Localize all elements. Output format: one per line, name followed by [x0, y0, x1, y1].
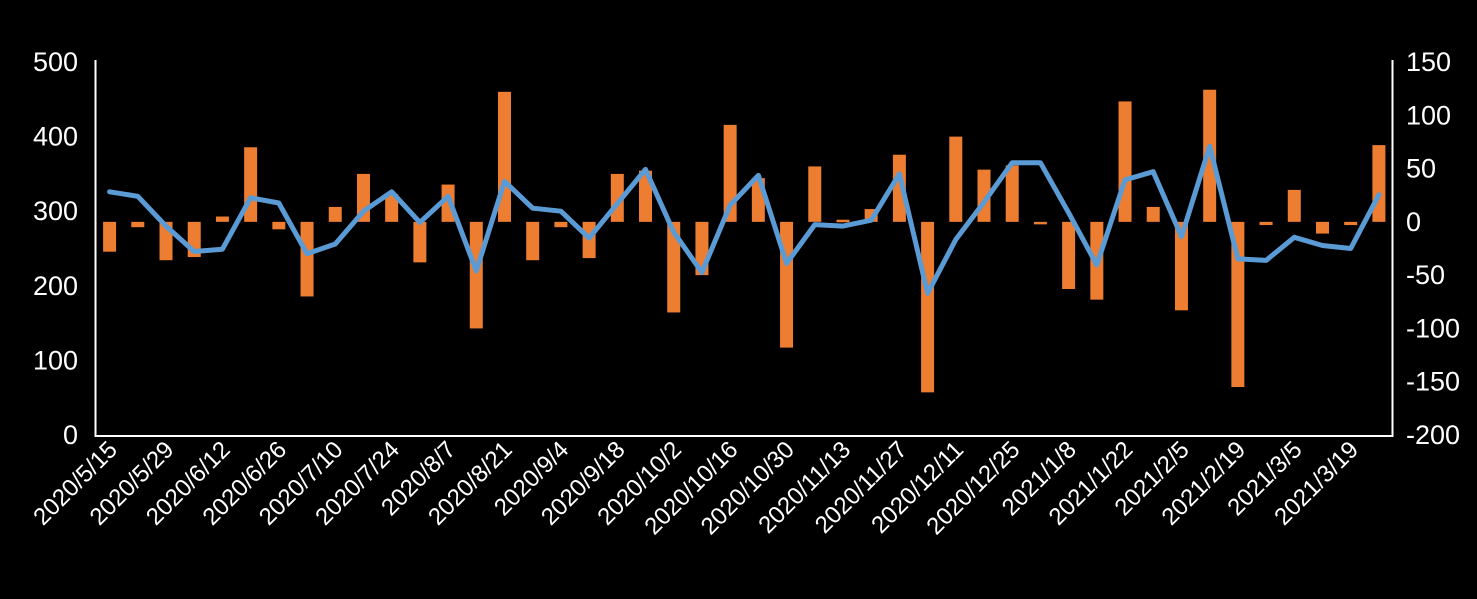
bar-weekly-change [1372, 145, 1386, 222]
bar-weekly-change [1033, 221, 1047, 225]
left-axis-tick-label: 500 [33, 47, 78, 77]
bar-weekly-change [808, 166, 822, 222]
right-axis-tick-label: -100 [1406, 313, 1460, 343]
bar-weekly-change [1231, 221, 1245, 388]
bar-weekly-change [413, 221, 427, 263]
bar-weekly-change [639, 170, 653, 222]
bar-weekly-change [1287, 189, 1301, 222]
bar-weekly-change [667, 221, 681, 313]
left-axis-tick-label: 200 [33, 271, 78, 301]
right-axis-tick-label: 150 [1406, 47, 1451, 77]
left-axis-tick-label: 100 [33, 345, 78, 375]
bar-weekly-change [1344, 221, 1358, 226]
bar-weekly-change [1118, 101, 1132, 222]
right-axis-tick-label: -50 [1406, 260, 1445, 290]
bar-weekly-change [215, 216, 229, 222]
bar-weekly-change [385, 194, 399, 222]
right-axis-tick-label: 0 [1406, 207, 1421, 237]
bar-weekly-change [1174, 221, 1188, 311]
bar-weekly-change [526, 221, 540, 261]
bar-weekly-change [272, 221, 286, 230]
trend-line [107, 143, 1382, 296]
right-axis-tick-label: -150 [1406, 367, 1460, 397]
right-axis-tick-label: -200 [1406, 420, 1460, 450]
right-axis-tick-label: 50 [1406, 154, 1436, 184]
bar-weekly-change [131, 221, 145, 228]
bar-weekly-change [836, 219, 850, 223]
bar-weekly-change [1062, 221, 1076, 289]
bar-weekly-change [1005, 165, 1019, 222]
bar-weekly-change [328, 206, 342, 222]
bar-weekly-change [103, 221, 117, 252]
bar-weekly-change [723, 124, 737, 222]
right-axis-tick-label: 100 [1406, 100, 1451, 130]
bar-weekly-change [1259, 221, 1273, 226]
bar-weekly-change [921, 221, 935, 393]
bar-weekly-change [469, 221, 483, 329]
bar-weekly-change [300, 221, 314, 297]
bar-weekly-change [1146, 206, 1160, 222]
bar-weekly-change [780, 221, 794, 348]
bar-weekly-change [554, 221, 568, 228]
bar-weekly-change [892, 154, 906, 222]
bar-weekly-change [1315, 221, 1329, 234]
left-axis-tick-label: 300 [33, 196, 78, 226]
left-axis-tick-label: 0 [63, 420, 78, 450]
left-axis-tick-label: 400 [33, 122, 78, 152]
bar-weekly-change [949, 136, 963, 222]
